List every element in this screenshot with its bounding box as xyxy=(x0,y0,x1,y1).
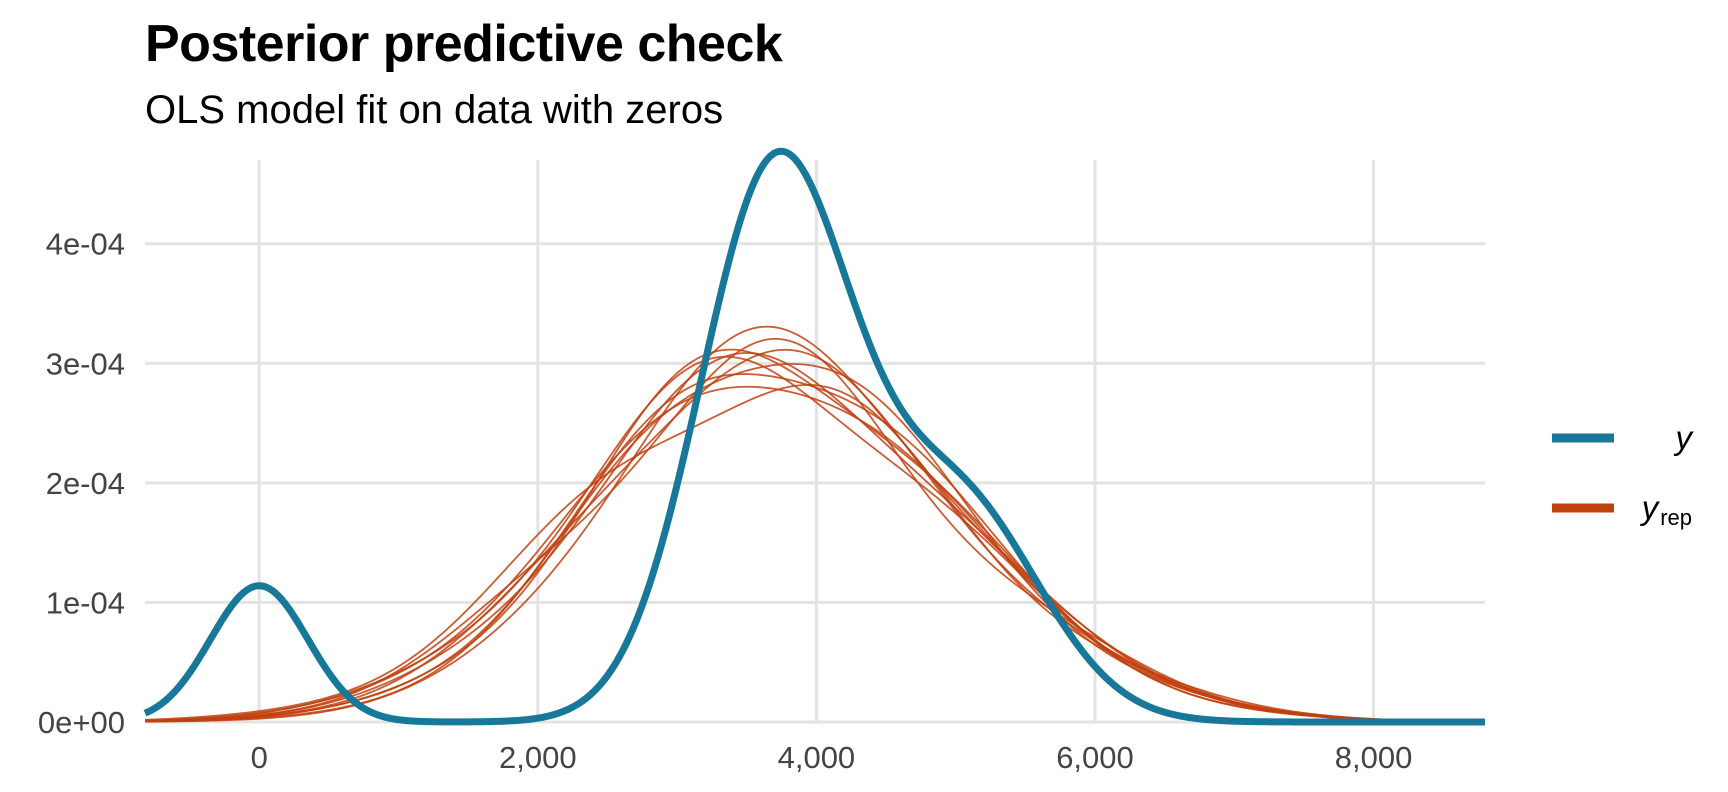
yrep-series xyxy=(144,325,1486,723)
axis-tick-labels: 0e+00 1e-04 2e-04 3e-04 4e-04 0 2,000 4,000 6,00… xyxy=(38,227,1412,775)
grid-lines xyxy=(145,160,1485,724)
yrep-line-8 xyxy=(144,355,1486,723)
x-tick-label: 2,000 xyxy=(499,740,577,775)
y-tick-label: 1e-04 xyxy=(46,585,125,620)
yrep-line-7 xyxy=(144,325,1486,723)
chart-title: Posterior predictive check xyxy=(145,15,783,73)
y-tick-label: 3e-04 xyxy=(46,346,125,381)
legend-label-y: y xyxy=(1674,419,1695,456)
x-tick-label: 6,000 xyxy=(1056,740,1134,775)
x-tick-label: 4,000 xyxy=(778,740,856,775)
yrep-line-4 xyxy=(144,384,1486,723)
legend-label-yrep: yrep xyxy=(1640,489,1692,530)
y-tick-label: 0e+00 xyxy=(38,705,125,740)
legend: y yrep xyxy=(1552,419,1695,530)
x-tick-label: 0 xyxy=(251,740,268,775)
yrep-line-9 xyxy=(144,373,1486,723)
x-tick-label: 8,000 xyxy=(1335,740,1413,775)
y-tick-label: 2e-04 xyxy=(46,466,125,501)
chart-subtitle: OLS model fit on data with zeros xyxy=(145,88,724,132)
y-tick-label: 4e-04 xyxy=(46,227,125,262)
y-line xyxy=(143,147,1486,726)
y-series xyxy=(143,147,1486,726)
